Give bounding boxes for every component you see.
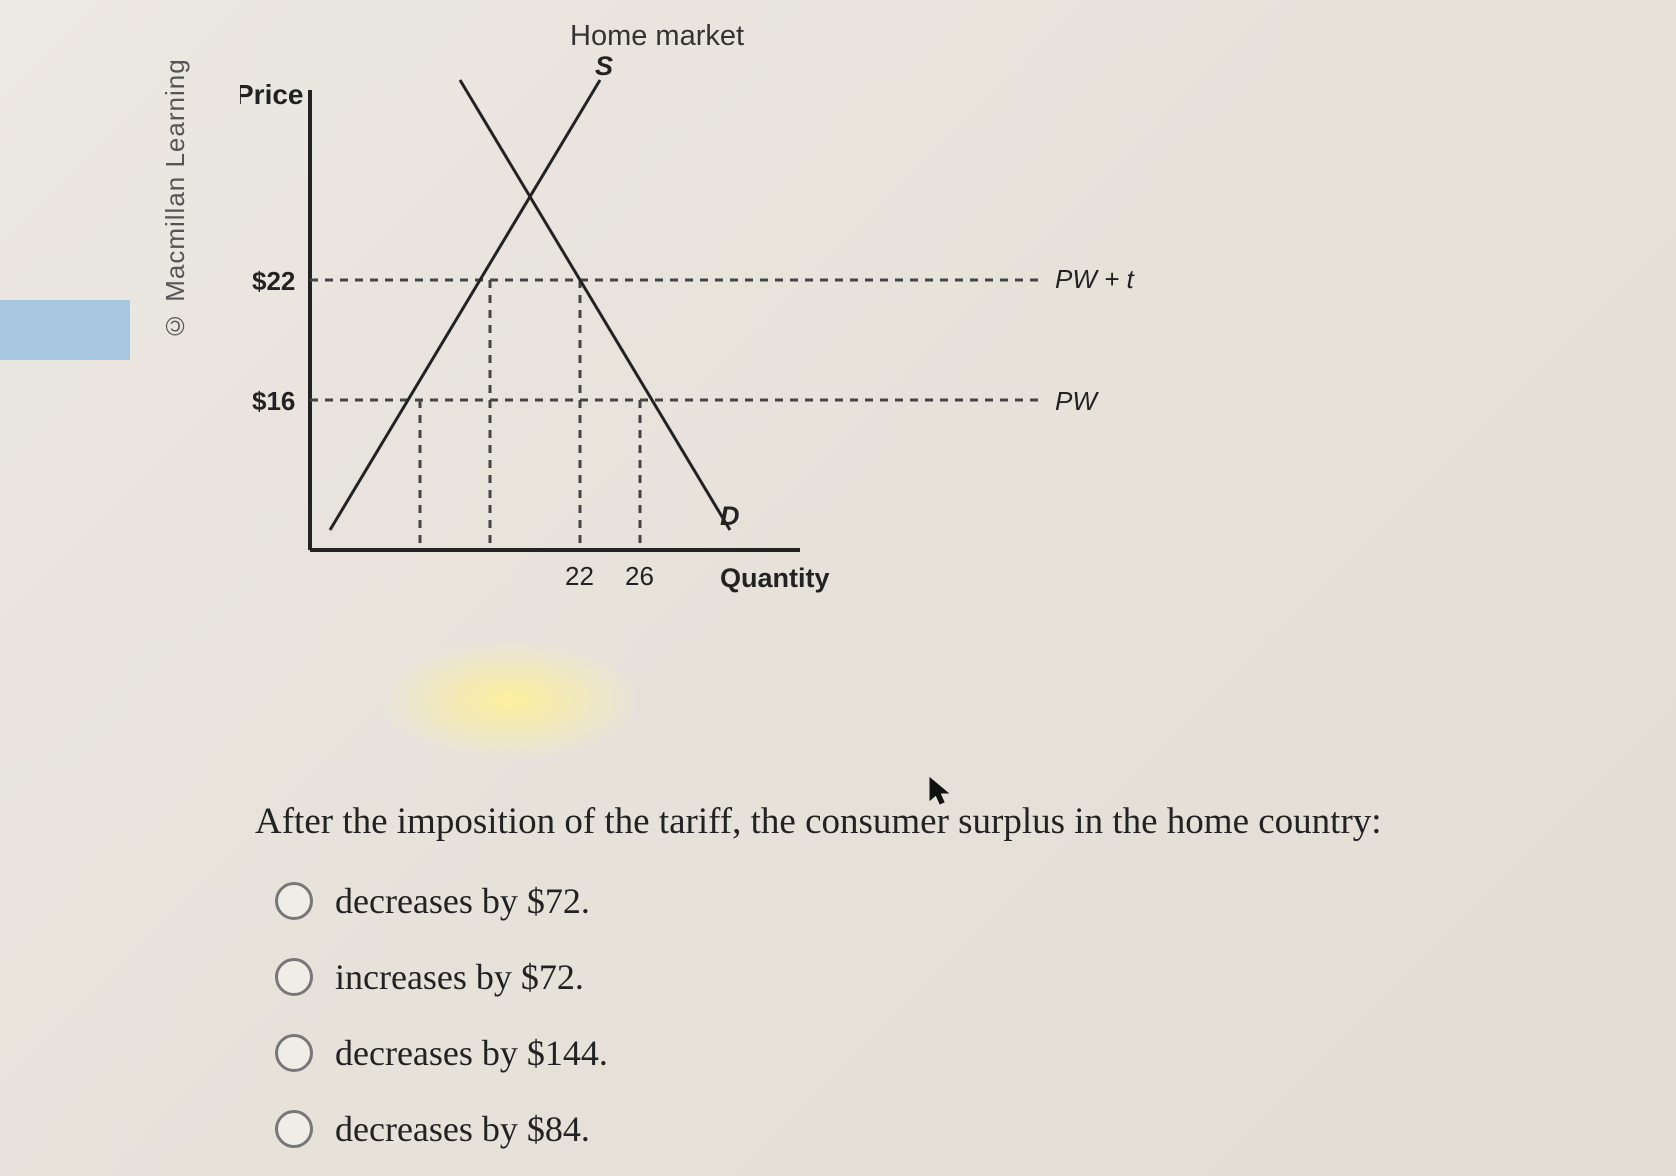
option-d[interactable]: decreases by $84. xyxy=(275,1108,1475,1150)
radio-icon[interactable] xyxy=(275,1034,313,1072)
y-axis-label: Price xyxy=(240,79,304,110)
option-b[interactable]: increases by $72. xyxy=(275,956,1475,998)
demand-label: D xyxy=(720,501,740,531)
price-tick-16: $16 xyxy=(252,386,295,416)
chart-title: Home market xyxy=(570,20,744,53)
option-c[interactable]: decreases by $144. xyxy=(275,1032,1475,1074)
page-root: © Macmillan Learning Home market Price $… xyxy=(0,0,1676,1176)
radio-icon[interactable] xyxy=(275,1110,313,1148)
option-a-label: decreases by $72. xyxy=(335,880,590,922)
supply-line xyxy=(330,80,600,530)
demand-line xyxy=(460,80,730,530)
option-b-label: increases by $72. xyxy=(335,956,584,998)
option-a[interactable]: decreases by $72. xyxy=(275,880,1475,922)
options-group: decreases by $72. increases by $72. decr… xyxy=(275,880,1475,1176)
chart-svg: Price $22 $16 PW + t PW S D 22 26 xyxy=(240,20,1440,700)
pw-plus-t-label: PW + t xyxy=(1055,264,1136,294)
price-tick-22: $22 xyxy=(252,266,295,296)
option-d-label: decreases by $84. xyxy=(335,1108,590,1150)
x-axis-label: Quantity xyxy=(720,563,830,593)
qty-tick-22: 22 xyxy=(565,561,594,591)
qty-tick-26: 26 xyxy=(625,561,654,591)
option-c-label: decreases by $144. xyxy=(335,1032,608,1074)
pw-label: PW xyxy=(1055,386,1099,416)
question-text: After the imposition of the tariff, the … xyxy=(255,800,1635,843)
copyright-text: © Macmillan Learning xyxy=(160,20,200,380)
left-blue-tab xyxy=(0,300,130,360)
supply-label: S xyxy=(595,51,613,81)
radio-icon[interactable] xyxy=(275,958,313,996)
supply-demand-chart: Home market Price $22 $16 PW + t PW S xyxy=(240,20,1440,700)
radio-icon[interactable] xyxy=(275,882,313,920)
